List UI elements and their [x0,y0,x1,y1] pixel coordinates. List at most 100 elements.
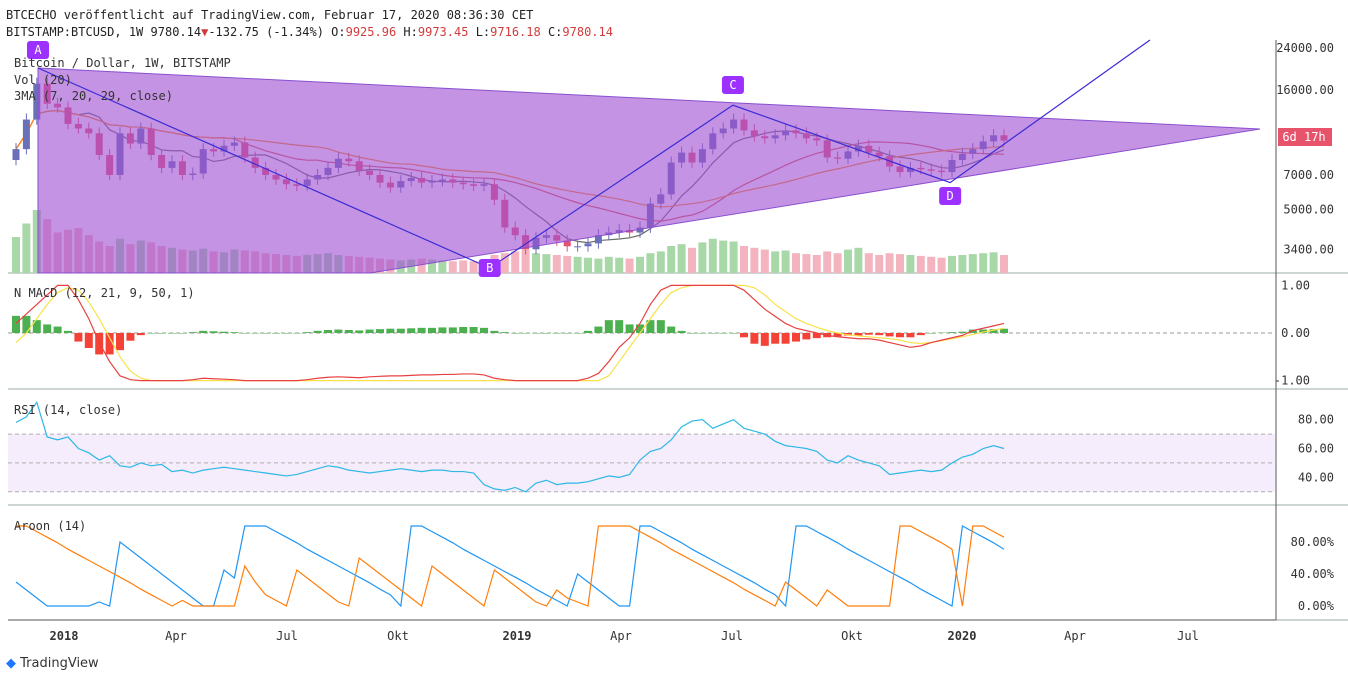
volume-bar [833,253,842,273]
macd-histogram-bar [53,326,62,333]
open-label: O: [331,25,346,39]
brand-text: TradingView [20,656,99,671]
macd-histogram-bar [719,333,728,334]
close-value: 9780.14 [562,25,613,39]
volume-bar [771,251,780,273]
volume-bar [740,246,748,273]
macd-histogram-bar [147,333,156,334]
macd-histogram-bar [906,333,915,338]
volume-bar [802,254,811,273]
macd-histogram-bar [261,333,270,334]
macd-histogram-bar [22,315,31,333]
macd-tick-label: 1.00 [1281,278,1310,292]
time-tick-label: 2019 [503,629,532,643]
macd-histogram-bar [84,333,93,348]
macd-histogram-bar [324,330,332,333]
macd-histogram-bar [209,331,218,333]
macd-histogram-bar [615,320,624,333]
volume-bar [636,256,644,273]
high-value: 9973.45 [417,25,469,39]
macd-histogram-bar [604,320,613,333]
macd-histogram-bar [750,333,759,344]
macd-tick-label: 0.00 [1281,326,1310,340]
macd-histogram-bar [105,333,114,355]
down-arrow-icon: ▼ [201,25,209,39]
macd-line [15,284,1005,382]
time-tick-label: Jul [721,629,743,643]
macd-histogram-bar [188,332,197,333]
volume-bar [625,258,634,273]
rsi-tick-label: 40.00 [1298,470,1334,484]
macd-histogram-bar [979,329,988,333]
volume-bar [448,261,457,273]
price-change: -132.75 (-1.34%) [208,25,324,39]
macd-histogram-bar [240,333,249,334]
macd-histogram-bar [199,330,208,333]
macd-histogram-bar [916,333,925,336]
macd-histogram-bar [417,327,426,333]
volume-bar [916,255,925,273]
price-tick-label: 3400.00 [1283,242,1334,256]
volume-bar [937,257,946,273]
macd-histogram-bar [469,327,478,333]
volume-bar [719,240,728,273]
macd-histogram-bar [448,327,457,333]
ohlc-line: BITSTAMP:BTCUSD, 1W 9780.14▼-132.75 (-1.… [6,25,613,39]
point-label: B [486,261,493,275]
volume-bar [584,257,592,273]
point-label-box [721,76,744,94]
volume-bar [729,241,738,273]
macd-histogram-bar [688,333,696,334]
volume-bar [32,210,41,273]
legend-entry: Vol (20) [14,73,72,87]
volume-bar [844,249,852,273]
aroon-down-line [16,525,1005,608]
macd-histogram-bar [282,333,291,334]
macd-histogram-bar [386,328,395,333]
time-tick-label: 2020 [948,629,977,643]
abcd-trendline [37,39,1151,269]
candle-body [594,235,602,244]
time-tick-label: Apr [1064,629,1086,643]
macd-histogram-bar [542,333,551,334]
volume-bar [500,253,509,273]
macd-histogram-bar [760,333,769,346]
macd-histogram-bar [968,329,977,333]
macd-histogram-bar [116,333,124,351]
volume-bar [688,247,696,273]
macd-histogram-bar [625,324,634,333]
macd-histogram-bar [334,329,343,333]
macd-histogram-bar [344,330,353,333]
macd-histogram-bar [407,328,416,333]
volume-bar [459,260,468,273]
time-tick-label: 2018 [50,629,79,643]
macd-histogram-bar [781,333,790,344]
macd-histogram-bar [157,333,166,334]
point-label-box [27,41,49,59]
macd-histogram-bar [854,333,863,336]
macd-histogram-bar [771,333,780,344]
rsi-line [15,400,1005,493]
volume-bar [417,258,426,273]
price-tick-label: 16000.00 [1276,83,1334,97]
volume-bar [615,257,624,273]
candle-body [563,240,571,247]
point-label: A [34,43,42,57]
triangle-pattern [37,67,1261,274]
volume-bar [989,252,998,273]
volume-bar [885,253,894,273]
macd-histogram-bar [844,333,852,336]
open-value: 9925.96 [345,25,397,39]
macd-histogram-bar [365,329,374,333]
rsi-tick-label: 80.00 [1298,413,1334,427]
volume-bar [875,255,884,273]
volume-bar [948,255,956,273]
aroon-title: Aroon (14) [14,519,86,533]
macd-histogram-bar [927,333,936,334]
time-tick-label: Okt [841,629,863,643]
macd-histogram-bar [594,326,603,333]
volume-bar [12,237,20,273]
macd-histogram-bar [480,327,488,333]
macd-histogram-bar [12,315,20,333]
